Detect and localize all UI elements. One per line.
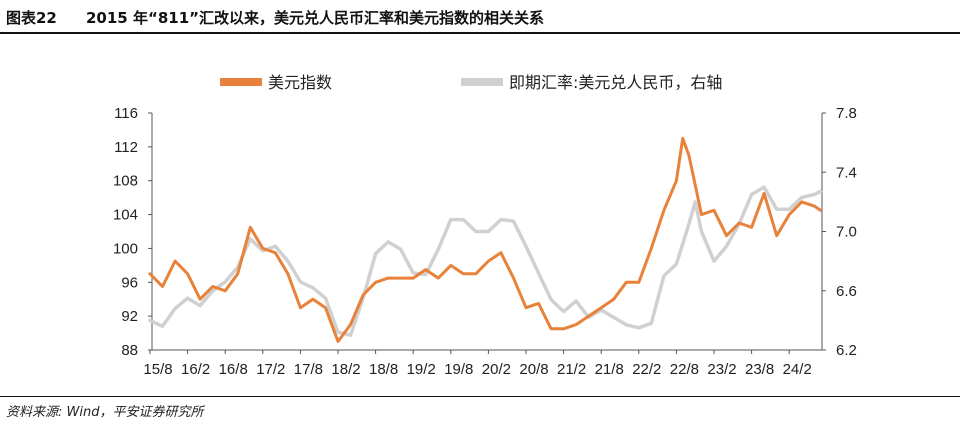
x-tick-label: 23/8 [745, 361, 774, 378]
x-tick-label: 18/2 [331, 361, 360, 378]
figure-title-bar: 图表22 2015 年“811”汇改以来，美元兑人民币汇率和美元指数的相关关系 [0, 0, 960, 34]
y-right-tick-label: 6.2 [836, 342, 857, 359]
y-right-tick-label: 6.6 [836, 283, 857, 300]
x-tick-label: 24/2 [783, 361, 812, 378]
legend-usdcny-spot-label: 即期汇率:美元兑人民币，右轴 [509, 73, 722, 92]
x-tick-label: 21/8 [595, 361, 624, 378]
x-tick-label: 23/2 [707, 361, 736, 378]
x-tick-label: 16/2 [181, 361, 210, 378]
x-tick-label: 17/2 [256, 361, 285, 378]
source-note: 资料来源: Wind，平安证券研究所 [6, 405, 204, 420]
x-tick-label: 17/8 [294, 361, 323, 378]
x-tick-label: 20/8 [519, 361, 548, 378]
x-tick-label: 19/8 [444, 361, 473, 378]
y-right-tick-label: 7.4 [836, 164, 857, 181]
x-tick-label: 16/8 [219, 361, 248, 378]
figure-label: 图表22 [6, 9, 57, 27]
x-tick-label: 18/8 [369, 361, 398, 378]
x-tick-label: 15/8 [143, 361, 172, 378]
figure-title: 2015 年“811”汇改以来，美元兑人民币汇率和美元指数的相关关系 [86, 9, 545, 27]
y-left-tick-label: 112 [114, 139, 138, 156]
legend-usd-index-label: 美元指数 [268, 73, 332, 92]
y-left-tick-label: 108 [113, 173, 138, 190]
x-tick-label: 21/2 [557, 361, 586, 378]
y-left-tick-label: 104 [113, 207, 138, 224]
y-left-tick-label: 116 [114, 105, 138, 122]
source-divider [0, 396, 960, 397]
legend-usd-index-swatch [220, 78, 262, 86]
x-tick-label: 22/2 [632, 361, 661, 378]
y-right-tick-label: 7.0 [836, 224, 857, 241]
usd-index-line [148, 136, 822, 343]
y-left-tick-label: 88 [121, 342, 138, 359]
y-left-tick-label: 92 [121, 308, 138, 325]
x-tick-label: 19/2 [407, 361, 436, 378]
legend-usdcny-spot-swatch [461, 78, 503, 86]
y-left-tick-label: 100 [113, 240, 138, 257]
usdcny-spot-line [148, 185, 823, 337]
x-tick-label: 20/2 [482, 361, 511, 378]
y-right-tick-label: 7.8 [836, 105, 857, 122]
y-left-tick-label: 96 [121, 274, 138, 291]
x-tick-label: 22/8 [670, 361, 699, 378]
